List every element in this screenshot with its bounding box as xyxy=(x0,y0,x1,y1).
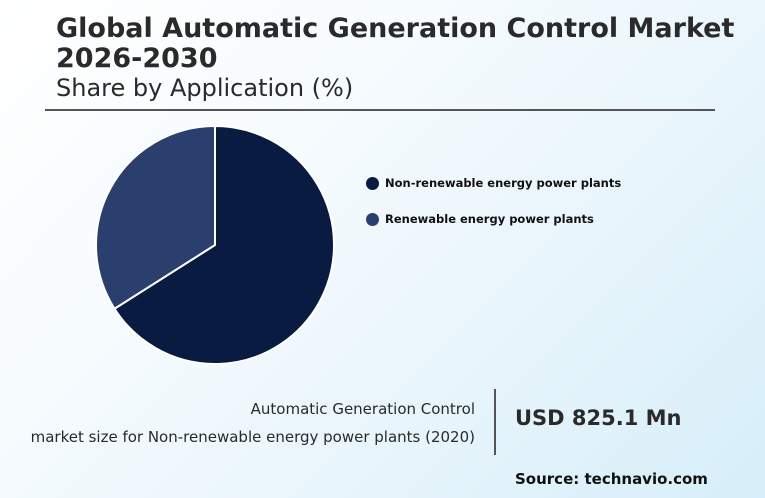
stat-value: USD 825.1 Mn xyxy=(515,406,682,430)
legend-item-non-renewable: Non-renewable energy power plants xyxy=(366,174,621,192)
source-label: Source: technavio.com xyxy=(515,470,708,488)
title-divider xyxy=(45,109,715,111)
legend-label-non-renewable: Non-renewable energy power plants xyxy=(385,176,622,190)
chart-title: Global Automatic Generation Control Mark… xyxy=(56,13,735,74)
legend: Non-renewable energy power plants Renewa… xyxy=(366,174,621,246)
legend-item-renewable: Renewable energy power plants xyxy=(366,210,621,228)
pie-slice-renewable xyxy=(95,124,216,311)
legend-swatch-renewable xyxy=(366,212,379,226)
pie-slice-non-renewable xyxy=(113,124,335,365)
legend-swatch-non-renewable xyxy=(366,176,379,190)
stat-label-line1: Automatic Generation Control xyxy=(250,400,475,418)
legend-label-renewable: Renewable energy power plants xyxy=(385,212,594,226)
stat-label-line2: market size for Non-renewable energy pow… xyxy=(30,428,475,446)
chart-subtitle: Share by Application (%) xyxy=(56,74,354,102)
stat-divider xyxy=(494,389,496,455)
